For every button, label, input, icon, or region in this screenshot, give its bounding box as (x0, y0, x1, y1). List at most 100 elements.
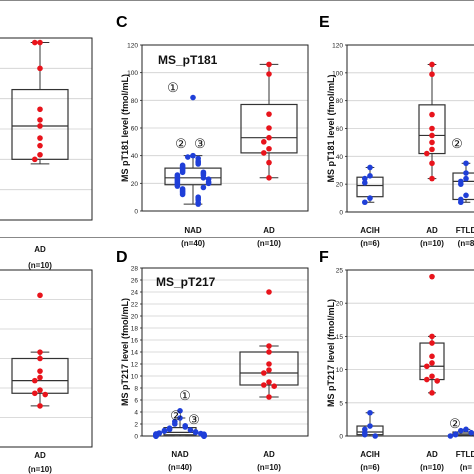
x-group-size-label: (n=10) (257, 463, 281, 472)
data-point (37, 123, 43, 129)
y-tick-label: 22 (131, 302, 139, 309)
y-tick-label: 16 (131, 338, 139, 345)
y-tick-label: 4 (134, 410, 138, 417)
x-category-label: NAD (171, 450, 189, 459)
data-point (424, 376, 430, 383)
data-point (429, 139, 435, 146)
x-group-size-label: (n=40) (168, 463, 192, 472)
box-iqr (418, 104, 446, 155)
data-point (429, 340, 435, 346)
data-point (266, 159, 272, 166)
data-point (190, 94, 196, 101)
data-point (195, 201, 201, 207)
y-tick-label: 0 (134, 209, 138, 216)
data-point (179, 169, 186, 176)
y-axis-label: MS pT217 level (fmol/mL) (326, 299, 336, 407)
data-point (362, 431, 368, 438)
x-category-label: AD (426, 450, 438, 459)
x-group-size-label: (n= (460, 463, 473, 472)
y-tick-label: 40 (131, 153, 139, 160)
x-category-label: AD (34, 245, 46, 254)
data-point (200, 175, 207, 181)
x-category-label: AD (263, 226, 275, 235)
x-group-size-label: (n=6) (360, 239, 380, 248)
data-point (266, 379, 272, 385)
x-group-size-label: (n=10) (420, 463, 444, 472)
x-category-label: AD (426, 226, 438, 235)
data-point (42, 391, 48, 398)
data-point (463, 426, 469, 433)
x-category-label: AD (34, 451, 46, 460)
data-point (452, 431, 459, 438)
y-tick-label: 6 (134, 398, 138, 405)
annotation-marker: ② (170, 408, 182, 423)
data-point (429, 273, 435, 280)
y-tick-label: 24 (131, 290, 139, 297)
panel-letter-c: C (116, 14, 128, 31)
y-tick-label: 20 (336, 301, 344, 308)
data-point (32, 39, 38, 46)
data-point (261, 370, 267, 376)
y-tick-label: 0 (339, 434, 343, 441)
data-point (172, 421, 178, 427)
x-category-label: FTLD (456, 450, 474, 459)
data-point (174, 183, 181, 189)
data-point (37, 292, 43, 299)
plot-frame (0, 37, 93, 221)
data-point (266, 134, 272, 141)
y-tick-label: 26 (131, 278, 139, 285)
data-point (429, 360, 435, 366)
data-point (463, 170, 469, 176)
y-tick-label: 0 (134, 434, 138, 441)
y-tick-label: 20 (336, 182, 344, 189)
x-group-size-label: (n=40) (181, 239, 205, 248)
data-point (463, 192, 469, 199)
y-tick-label: 2 (134, 422, 138, 429)
x-group-size-label: (n=10) (420, 239, 444, 248)
data-point (429, 132, 435, 139)
data-point (266, 175, 272, 181)
data-point (32, 390, 38, 397)
data-point (266, 343, 272, 349)
x-category-label: ACIH (360, 450, 380, 459)
data-point (266, 145, 272, 152)
data-point (429, 333, 435, 340)
data-point (266, 71, 272, 77)
annotation-marker: ② (451, 136, 463, 151)
data-point (37, 403, 43, 409)
data-point (177, 415, 183, 421)
plot-frame (141, 44, 309, 212)
data-point (201, 433, 207, 439)
x-group-size-label: (n=10) (28, 261, 52, 270)
data-point (32, 377, 38, 384)
data-point (192, 429, 199, 436)
chart-title: MS_pT217 (156, 275, 216, 289)
data-point (37, 135, 43, 141)
y-tick-label: 12 (131, 362, 139, 369)
y-tick-label: 60 (131, 126, 139, 133)
y-tick-label: 80 (336, 98, 344, 105)
data-point (367, 195, 373, 201)
annotation-marker: ③ (188, 412, 200, 427)
data-point (463, 160, 469, 167)
data-point (266, 289, 272, 295)
data-point (190, 152, 196, 159)
chart-f: 0 5 10 15 20 25 MS pT217 level (fmol/mL) ACIH (n… (326, 268, 474, 472)
annotation-marker: ② (449, 416, 461, 431)
data-point (182, 424, 188, 430)
data-point (266, 125, 272, 131)
y-tick-label: 100 (127, 70, 138, 77)
data-point (458, 181, 464, 187)
chart-title: MS_pT181 (158, 53, 218, 67)
y-tick-label: 10 (336, 367, 344, 374)
data-point (362, 199, 368, 206)
x-group-size-label: (n=6) (360, 463, 380, 472)
data-point (266, 394, 272, 400)
data-point (266, 361, 272, 367)
data-point (179, 191, 186, 198)
y-tick-label: 5 (339, 400, 343, 407)
y-tick-label: 60 (336, 126, 344, 133)
